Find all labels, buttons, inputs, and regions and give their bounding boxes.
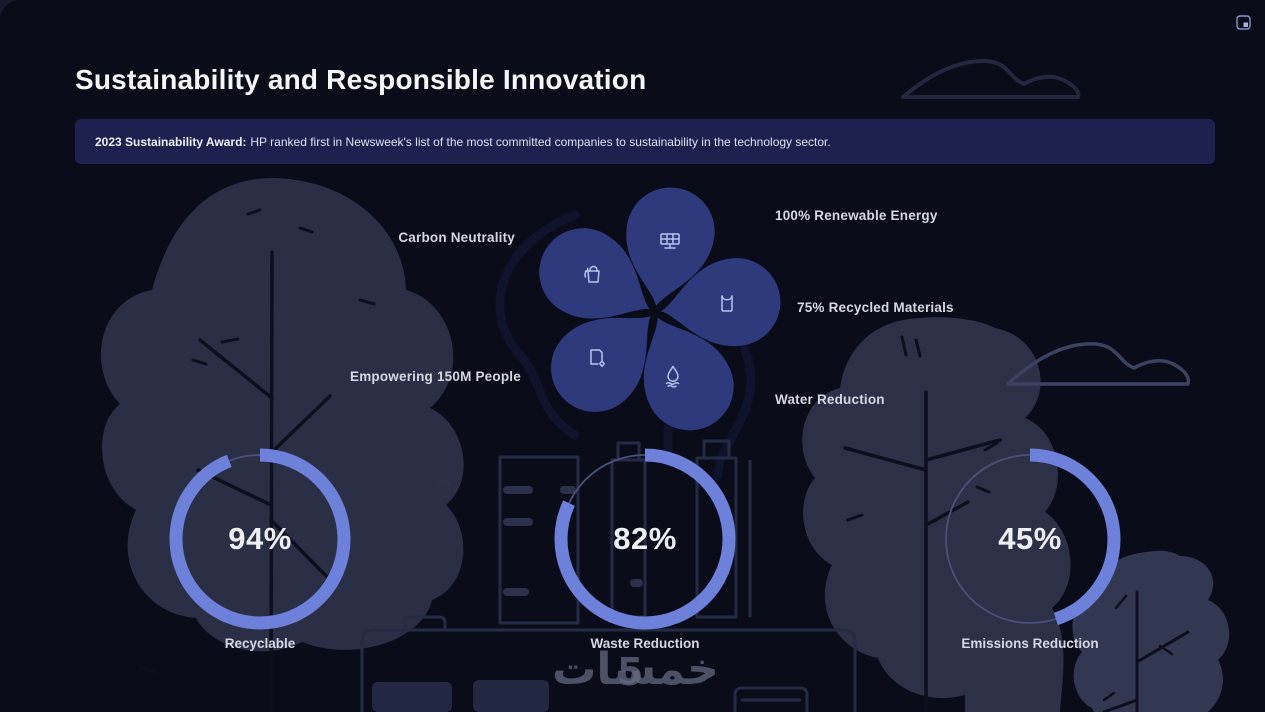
building-windows bbox=[435, 480, 643, 596]
left-tree-dashes bbox=[138, 208, 376, 674]
cloud-top-right bbox=[901, 58, 1081, 99]
left-tree-canopy bbox=[100, 178, 464, 652]
donut-waste-reduction-caption: Waste Reduction bbox=[590, 636, 700, 651]
solar-panel-icon bbox=[660, 233, 680, 249]
donut-recyclable-caption: Recyclable bbox=[224, 636, 296, 651]
petal-label-water-reduction: Water Reduction bbox=[775, 392, 885, 407]
award-banner-highlight: 2023 Sustainability Award: bbox=[95, 134, 247, 149]
sustainability-flower bbox=[539, 187, 781, 431]
donut-emissions-reduction-caption: Emissions Reduction bbox=[961, 636, 1099, 651]
donut-emissions-reduction-ring bbox=[939, 448, 1121, 630]
right-tree-canopy bbox=[802, 317, 1071, 712]
flower-petals bbox=[539, 187, 781, 431]
donut-waste-reduction-ring bbox=[554, 448, 736, 630]
small-tree-dashes bbox=[1102, 594, 1174, 702]
donut-emissions-reduction-value: 45% bbox=[998, 521, 1062, 556]
suitcase bbox=[360, 615, 857, 712]
award-banner-body: HP ranked first in Newsweek's list of th… bbox=[250, 134, 831, 149]
donut-emissions-reduction: 45% Emissions Reduction bbox=[935, 448, 1125, 670]
water-drop-icon bbox=[665, 365, 680, 388]
award-banner: 2023 Sustainability Award: HP ranked firs… bbox=[75, 119, 1215, 164]
donut-recyclable-ring bbox=[169, 448, 351, 630]
suitcase-panels bbox=[372, 680, 549, 712]
donut-waste-reduction-value: 82% bbox=[613, 521, 677, 556]
cloud-mid-right bbox=[1006, 342, 1191, 386]
document-sparkle-icon bbox=[590, 349, 605, 368]
watermark-digit: 5 bbox=[617, 650, 644, 694]
petal-label-renewable-energy: 100% Renewable Energy bbox=[775, 208, 938, 223]
award-banner-text: 2023 Sustainability Award: HP ranked firs… bbox=[95, 135, 831, 149]
left-tree-trunk bbox=[196, 250, 337, 712]
petal-label-carbon-neutrality: Carbon Neutrality bbox=[398, 230, 515, 245]
donut-waste-reduction: 82% Waste Reduction bbox=[550, 448, 740, 670]
small-tree-canopy bbox=[1072, 550, 1230, 712]
note-icon[interactable] bbox=[1236, 15, 1251, 30]
page-title: Sustainability and Responsible Innovatio… bbox=[75, 64, 647, 95]
recycle-bag-icon bbox=[584, 265, 600, 283]
slide-rounded-corner bbox=[0, 0, 70, 70]
watermark-text: خمسات bbox=[552, 644, 719, 695]
right-tree-dashes bbox=[846, 335, 999, 522]
tote-bag-icon bbox=[721, 295, 733, 312]
donut-recyclable: 94% Recyclable bbox=[165, 448, 355, 670]
right-tree-trunk bbox=[843, 390, 1002, 712]
donut-recyclable-value: 94% bbox=[228, 521, 292, 556]
petal-label-recycled-materials: 75% Recycled Materials bbox=[797, 300, 954, 315]
petal-label-empowering-people: Empowering 150M People bbox=[350, 369, 521, 384]
